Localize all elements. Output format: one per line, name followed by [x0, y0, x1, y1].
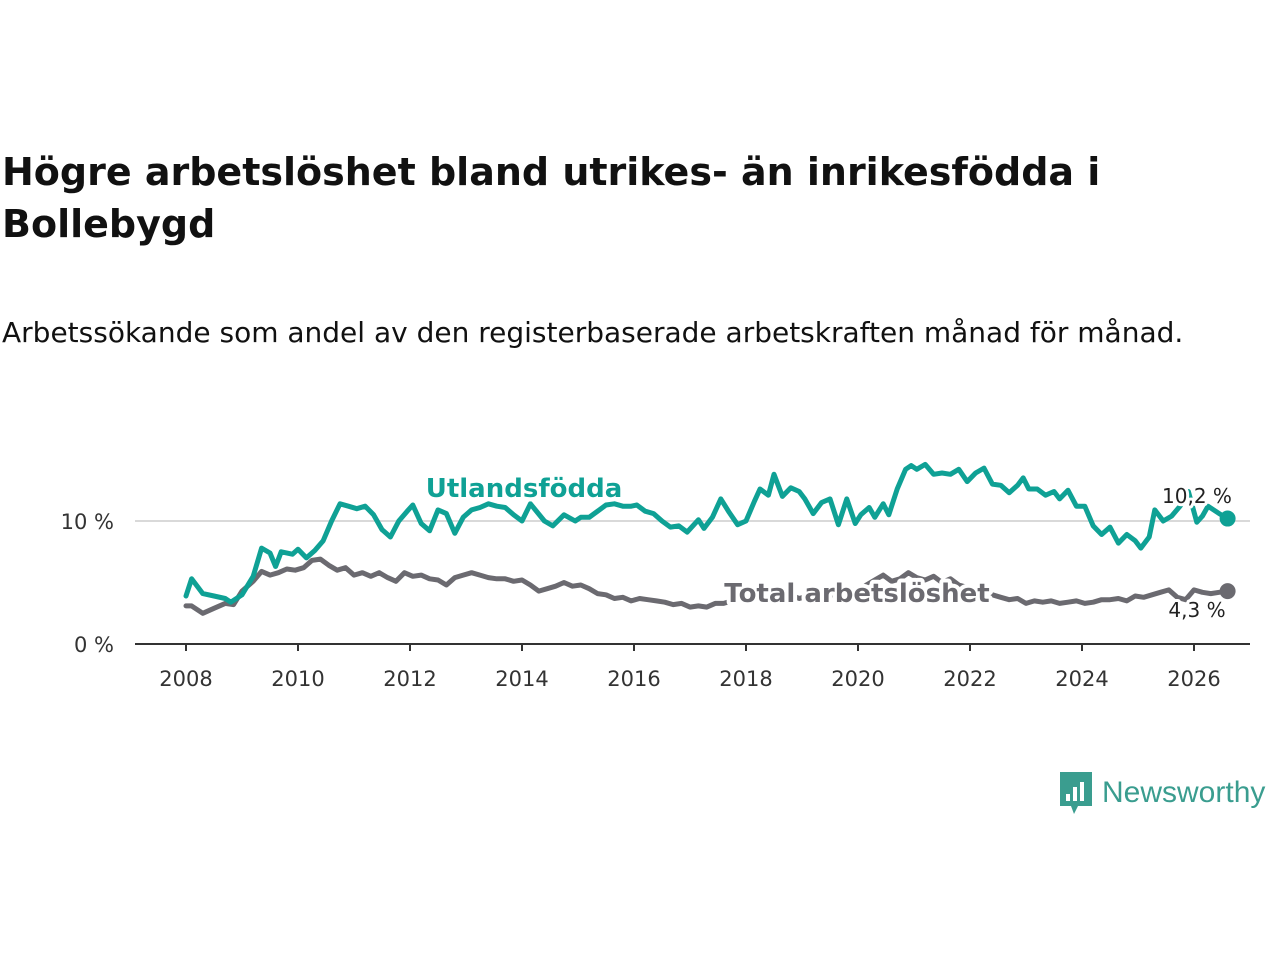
end-label-utlandsfodda-halo: 10,2 %: [1162, 484, 1232, 508]
brand-name: Newsworthy: [1102, 776, 1266, 809]
series-label-utlandsfodda-halo: Utlandsfödda: [426, 474, 623, 504]
end-label-total-halo: 4,3 %: [1168, 598, 1225, 622]
x-tick-label: 2016: [607, 667, 660, 691]
brand-logo: Newsworthy: [1058, 770, 1265, 816]
x-tick-label: 2022: [943, 667, 996, 691]
y-tick-label: 10 %: [61, 510, 114, 534]
x-tick-label: 2020: [831, 667, 884, 691]
end-point-total: [1219, 583, 1236, 600]
series-label-total-halo: Total arbetslöshet: [724, 579, 989, 609]
x-tick-label: 2026: [1167, 667, 1220, 691]
x-tick-label: 2018: [719, 667, 772, 691]
series-label-total: Total arbetslöshet: [724, 579, 989, 609]
x-tick-label: 2014: [495, 667, 548, 691]
end-label-utlandsfodda: 10,2 %: [1162, 484, 1232, 508]
series-label-utlandsfodda: Utlandsfödda: [426, 474, 623, 504]
chart-title: Högre arbetslöshet bland utrikes- än inr…: [2, 150, 1101, 246]
end-label-total: 4,3 %: [1168, 598, 1225, 622]
chart-subtitle: Arbetssökande som andel av den registerb…: [2, 316, 1184, 349]
line-chart: 0 % 10 % 2008 2010 2012 2014 2016 2018 2020 2022 2…: [61, 461, 1250, 691]
x-tick-label: 2012: [383, 667, 436, 691]
x-tick-label: 2010: [271, 667, 324, 691]
newsworthy-logo-icon: [1060, 772, 1092, 814]
end-point-utlandsfodda: [1219, 510, 1236, 527]
series-line-total: [183, 556, 1231, 616]
series-line-utlandsfodda: [183, 461, 1231, 605]
x-tick-label: 2008: [159, 667, 212, 691]
x-tick-label: 2024: [1055, 667, 1108, 691]
y-tick-label: 0 %: [74, 633, 114, 657]
